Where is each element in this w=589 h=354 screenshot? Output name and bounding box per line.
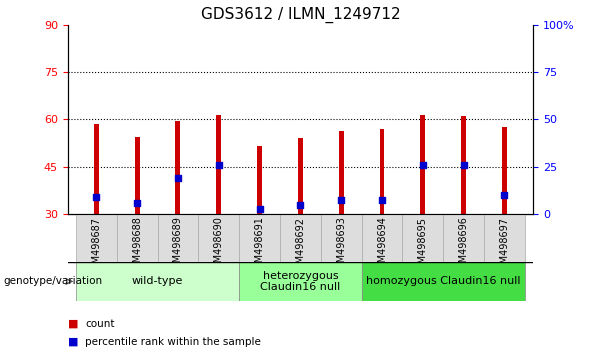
Text: GSM498692: GSM498692 bbox=[296, 217, 305, 275]
Bar bbox=[379, 129, 385, 214]
Point bbox=[214, 162, 223, 168]
Point bbox=[459, 162, 468, 168]
Point bbox=[499, 193, 509, 198]
Text: GSM498687: GSM498687 bbox=[91, 217, 101, 275]
Point bbox=[418, 162, 428, 168]
Text: GSM498693: GSM498693 bbox=[336, 217, 346, 275]
Text: genotype/variation: genotype/variation bbox=[3, 276, 102, 286]
Bar bbox=[176, 121, 180, 214]
Text: GSM498696: GSM498696 bbox=[459, 217, 469, 275]
Bar bbox=[257, 146, 262, 214]
Text: ■: ■ bbox=[68, 337, 78, 347]
Point bbox=[173, 175, 183, 181]
Bar bbox=[239, 214, 280, 262]
Point bbox=[296, 202, 305, 207]
Bar bbox=[298, 138, 303, 214]
Point bbox=[378, 197, 387, 203]
Title: GDS3612 / ILMN_1249712: GDS3612 / ILMN_1249712 bbox=[201, 7, 400, 23]
Bar bbox=[198, 214, 239, 262]
Bar bbox=[362, 262, 525, 301]
Bar bbox=[76, 262, 239, 301]
Bar bbox=[135, 137, 140, 214]
Bar bbox=[402, 214, 444, 262]
Text: ■: ■ bbox=[68, 319, 78, 329]
Point bbox=[133, 200, 142, 206]
Bar bbox=[117, 214, 157, 262]
Bar bbox=[444, 214, 484, 262]
Bar bbox=[421, 115, 425, 214]
Text: GSM498697: GSM498697 bbox=[499, 217, 509, 275]
Point bbox=[92, 194, 101, 200]
Bar bbox=[216, 115, 221, 214]
Text: GSM498694: GSM498694 bbox=[377, 217, 387, 275]
Text: percentile rank within the sample: percentile rank within the sample bbox=[85, 337, 262, 347]
Bar bbox=[321, 214, 362, 262]
Text: GSM498691: GSM498691 bbox=[254, 217, 264, 275]
Text: GSM498689: GSM498689 bbox=[173, 217, 183, 275]
Bar bbox=[461, 116, 466, 214]
Bar bbox=[339, 131, 343, 214]
Text: GSM498695: GSM498695 bbox=[418, 217, 428, 275]
Text: wild-type: wild-type bbox=[132, 276, 183, 286]
Text: GSM498688: GSM498688 bbox=[132, 217, 142, 275]
Point bbox=[336, 197, 346, 203]
Bar bbox=[239, 262, 362, 301]
Text: homozygous Claudin16 null: homozygous Claudin16 null bbox=[366, 276, 521, 286]
Bar bbox=[94, 124, 99, 214]
Point bbox=[255, 207, 264, 212]
Text: GSM498690: GSM498690 bbox=[214, 217, 224, 275]
Bar bbox=[76, 214, 117, 262]
Bar bbox=[362, 214, 402, 262]
Bar bbox=[157, 214, 198, 262]
Bar bbox=[280, 214, 321, 262]
Text: count: count bbox=[85, 319, 115, 329]
Text: heterozygous
Claudin16 null: heterozygous Claudin16 null bbox=[260, 270, 340, 292]
Bar bbox=[502, 127, 507, 214]
Bar bbox=[484, 214, 525, 262]
